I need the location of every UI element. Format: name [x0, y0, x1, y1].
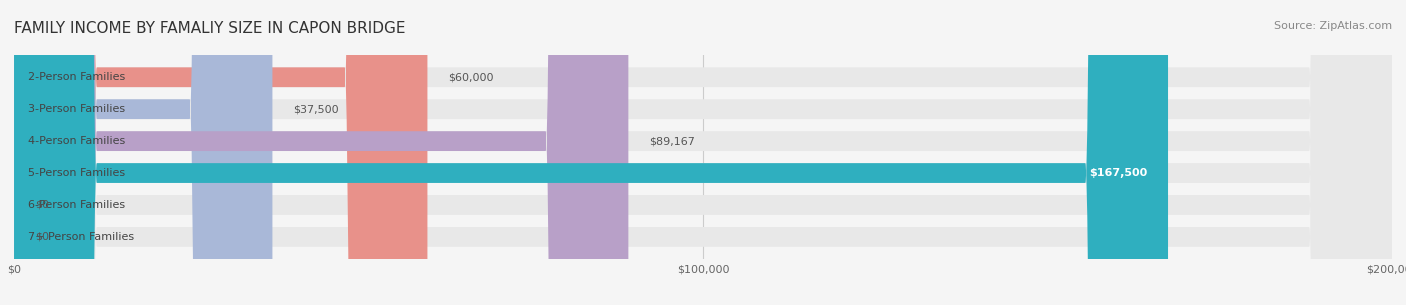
FancyBboxPatch shape [14, 0, 628, 305]
Text: FAMILY INCOME BY FAMALIY SIZE IN CAPON BRIDGE: FAMILY INCOME BY FAMALIY SIZE IN CAPON B… [14, 21, 405, 36]
FancyBboxPatch shape [14, 0, 1392, 305]
Text: $0: $0 [35, 200, 49, 210]
Text: $89,167: $89,167 [650, 136, 695, 146]
Text: $0: $0 [35, 232, 49, 242]
Text: $37,500: $37,500 [292, 104, 339, 114]
Text: $60,000: $60,000 [449, 72, 494, 82]
Text: 5-Person Families: 5-Person Families [28, 168, 125, 178]
FancyBboxPatch shape [14, 0, 1392, 305]
Text: 2-Person Families: 2-Person Families [28, 72, 125, 82]
Text: Source: ZipAtlas.com: Source: ZipAtlas.com [1274, 21, 1392, 31]
Text: 7+ Person Families: 7+ Person Families [28, 232, 134, 242]
Text: 3-Person Families: 3-Person Families [28, 104, 125, 114]
FancyBboxPatch shape [14, 0, 273, 305]
FancyBboxPatch shape [14, 0, 1392, 305]
FancyBboxPatch shape [14, 0, 427, 305]
Text: 6-Person Families: 6-Person Families [28, 200, 125, 210]
Text: 4-Person Families: 4-Person Families [28, 136, 125, 146]
FancyBboxPatch shape [14, 0, 1168, 305]
FancyBboxPatch shape [14, 0, 1392, 305]
FancyBboxPatch shape [14, 0, 1392, 305]
Text: $167,500: $167,500 [1090, 168, 1147, 178]
FancyBboxPatch shape [14, 0, 1392, 305]
